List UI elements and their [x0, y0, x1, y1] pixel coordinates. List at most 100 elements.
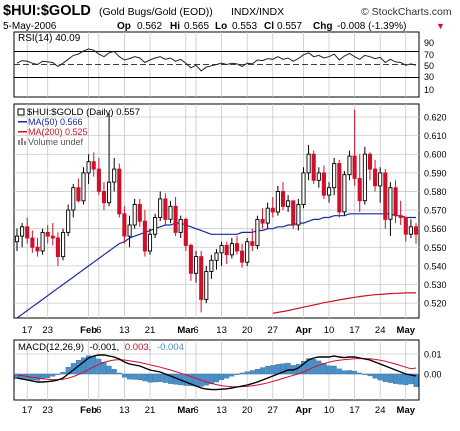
macd-histogram-bar [367, 373, 373, 377]
candle-up [168, 205, 173, 220]
candle-up [127, 224, 132, 237]
macd-histogram-bar [60, 371, 66, 375]
x-axis-day-label: 10 [324, 405, 335, 416]
x-axis-day-label: 6 [96, 325, 101, 336]
macd-histogram-bar [229, 373, 235, 377]
x-axis-month-label: Feb [80, 325, 97, 336]
macd-histogram-bar [398, 373, 404, 385]
candle-up [388, 187, 393, 220]
candle-down [337, 163, 342, 213]
x-axis-day-label: 20 [242, 405, 253, 416]
candle-up [327, 187, 332, 196]
candle-up [229, 243, 234, 256]
rsi-axis-label: 70 [424, 50, 434, 60]
candle-up [20, 226, 25, 237]
candle-up [342, 174, 347, 213]
macd-histogram-bar [152, 373, 158, 383]
open-label: Op [117, 21, 131, 32]
candle-down [383, 172, 388, 220]
macd-histogram-bar [331, 365, 337, 375]
macd-histogram-bar [213, 373, 219, 383]
price-axis-label: 0.540 [424, 261, 447, 271]
candle-down [96, 168, 101, 192]
candle-up [245, 241, 250, 263]
macd-histogram-bar [265, 366, 271, 375]
candle-down [142, 220, 147, 252]
candle-up [301, 172, 306, 205]
rsi-axis-label: 10 [424, 85, 434, 95]
price-axis-label: 0.550 [424, 243, 447, 253]
candle-down [137, 204, 142, 222]
ma50-line [16, 213, 416, 319]
macd-histogram-bar [244, 371, 250, 375]
candle-up [209, 259, 214, 272]
candle-up [147, 233, 153, 252]
candle-down [357, 177, 362, 202]
macd-histogram-bar [352, 370, 358, 375]
macd-histogram-bar [45, 373, 51, 378]
close-label: Cl [264, 21, 274, 32]
macd-histogram-bar [393, 373, 399, 384]
macd-legend: MACD(12,26,9) -0.001, 0.003, -0.004 [18, 342, 184, 353]
macd-histogram-bar [341, 370, 347, 375]
macd-histogram-bar [91, 356, 97, 375]
candle-up [66, 209, 71, 233]
x-axis-day-label: 24 [375, 325, 386, 336]
candle-up [158, 198, 163, 218]
macd-histogram-bar [275, 364, 281, 375]
macd-histogram-bar [121, 373, 127, 378]
macd-line [16, 354, 417, 391]
price-legend-ma50: MA(50) 0.566 [28, 117, 83, 127]
macd-histogram-bar [111, 369, 117, 375]
candle-down [413, 226, 419, 235]
x-axis-day-label: 13 [119, 405, 130, 416]
candle-up [107, 181, 112, 204]
candle-down [122, 213, 127, 237]
macd-histogram-bar [336, 368, 342, 375]
candle-up [347, 155, 352, 176]
macd-histogram-bar [208, 373, 214, 385]
price-panel: $HUI:$GOLD (Daily) 0.557 MA(50) 0.566 MA… [13, 103, 447, 319]
macd-histogram-bar [270, 365, 276, 375]
chart-exchange: INDX/INDX [231, 6, 284, 18]
price-axis-label: 0.580 [424, 187, 447, 197]
candle-up [286, 200, 291, 207]
macd-histogram-bar [101, 362, 107, 375]
x-axis-month-label: Mar [177, 405, 194, 416]
high-value: 0.565 [184, 21, 209, 32]
x-axis-day-label: 23 [42, 325, 53, 336]
candle-down [25, 226, 30, 239]
candle-down [173, 205, 178, 233]
x-axis-month-label: Apr [295, 405, 312, 416]
candle-up [178, 218, 183, 233]
x-axis-day-label: 13 [216, 325, 227, 336]
macd-histogram-bar [372, 373, 378, 379]
macd-histogram-bar [382, 373, 388, 382]
macd-histogram-bar [249, 370, 255, 375]
candle-up [306, 153, 311, 174]
candle-down [30, 237, 35, 248]
macd-histogram-bar [254, 369, 260, 375]
price-axis-label: 0.570 [424, 206, 447, 216]
candle-down [270, 207, 275, 213]
macd-axis-label: 0.01 [424, 350, 442, 360]
candle-down [50, 235, 55, 239]
candle-up [40, 231, 45, 252]
candle-up [81, 172, 86, 202]
x-axis-day-label: 6 [96, 405, 101, 416]
x-axis-day-label: 13 [216, 405, 227, 416]
candle-up [219, 244, 224, 254]
candle-up [275, 191, 280, 213]
candle-down [101, 191, 107, 204]
x-axis-day-label: 20 [242, 325, 253, 336]
candle-down [91, 161, 96, 170]
candle-down [291, 200, 296, 226]
candle-down [76, 187, 81, 202]
candle-up [86, 161, 91, 174]
candle-down [403, 217, 408, 235]
change-value: -0.008 (-1.39%) [337, 21, 406, 32]
macd-histogram-bar [387, 373, 393, 383]
macd-histogram-bar [362, 373, 368, 375]
rsi-axis-label: 50 [424, 61, 434, 71]
macd-histogram-bar [50, 373, 56, 377]
